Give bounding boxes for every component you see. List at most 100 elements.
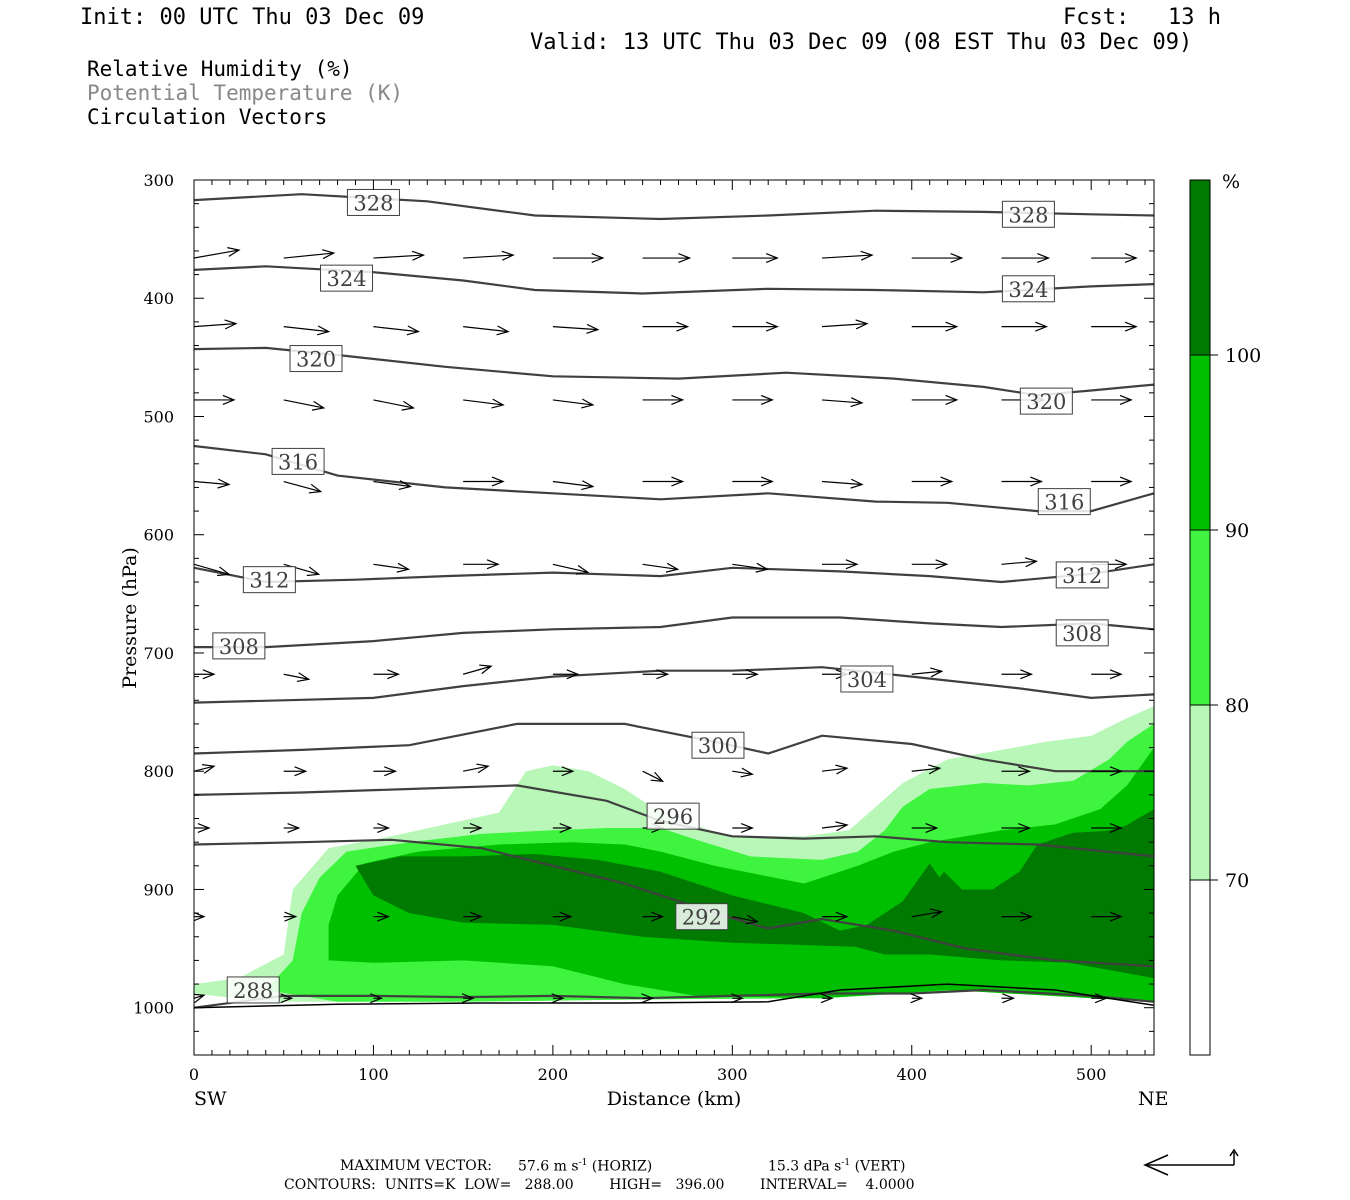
circulation-vector-8-0 [194,912,206,922]
circulation-vector-3-4 [552,480,595,491]
circulation-vector-9-6 [730,993,744,1004]
contour-label-292-0: 292 [682,906,722,930]
circulation-vector-5-8 [911,667,944,678]
contour-label-324-0: 324 [326,267,366,291]
circulation-vector-1-4 [552,323,600,334]
circulation-vector-1-5 [642,321,690,332]
circulation-vector-7-7 [821,821,849,832]
contour-label-320-0: 320 [296,348,336,372]
circulation-vector-7-3 [463,822,483,833]
x-tick-label-300: 300 [717,1065,748,1084]
field-title-theta: Potential Temperature (K) [87,81,404,105]
circulation-vector-4-1 [283,563,321,577]
contour-label-300-0: 300 [698,734,738,758]
x-tick-label-500: 500 [1076,1065,1107,1084]
plot-frame [193,179,1155,1056]
circulation-vector-4-8 [911,559,949,570]
contour-label-316-0: 316 [278,450,318,474]
circulation-vector-0-3 [463,250,515,261]
contour-label-312-1: 312 [1062,564,1102,588]
forecast-label: Fcst: [1063,5,1130,30]
contour-label-box-316-1 [1037,488,1091,516]
circulation-vector-5-5 [642,669,670,680]
circulation-vector-0-9 [1001,253,1051,264]
contour-label-328-1: 328 [1008,203,1048,227]
circulation-vector-6-8 [911,764,942,775]
circulation-vector-6-10 [1091,766,1123,777]
circulation-vector-8-3 [463,911,483,922]
circulation-vector-3-5 [642,476,685,487]
circulation-vector-9-2 [370,993,384,1004]
colorbar-segment-3 [1189,354,1211,531]
contour-label-box-328-1 [1001,200,1055,228]
circulation-vector-7-10 [1091,822,1123,833]
circulation-vector-6-4 [552,766,575,777]
circulation-vector-5-9 [1001,669,1034,680]
x-axis-label: Distance (km) [607,1088,742,1110]
colorbar-segment-2 [1189,529,1211,706]
circulation-vector-3-9 [1001,476,1044,487]
circulation-vector-7-0 [194,822,211,833]
circulation-vector-1-9 [1001,321,1049,332]
contour-label-296-0: 296 [653,805,693,829]
circulation-vector-3-3 [463,476,505,487]
circulation-vector-1-7 [821,319,869,330]
circulation-vector-8-1 [283,911,298,922]
circulation-vector-8-2 [373,911,391,922]
circulation-vector-3-6 [732,476,774,487]
circulation-vector-5-0 [194,669,216,680]
circulation-vector-6-9 [1001,766,1032,777]
circulation-vector-2-4 [552,398,595,409]
circulation-vector-0-5 [642,253,692,264]
circulation-vector-2-2 [373,399,416,411]
circulation-vector-9-8 [910,993,924,1004]
circulation-vector-4-6 [732,562,769,573]
y-tick-label-1000: 1000 [133,999,174,1018]
circulation-vector-6-2 [373,766,398,777]
circulation-vector-3-0 [194,478,231,489]
circulation-vector-0-4 [552,253,605,264]
circulation-vector-5-10 [1091,669,1123,680]
contour-label-box-316-0 [271,447,325,475]
x-right-label: NE [1138,1088,1169,1110]
circulation-vector-6-7 [821,764,849,775]
circulation-vector-3-7 [821,478,864,489]
contour-label-box-320-1 [1019,387,1073,415]
reference-vector-icon [1143,1148,1239,1176]
circulation-vector-2-6 [732,394,774,405]
y-tick-label-300: 300 [143,171,174,190]
circulation-vector-8-10 [1091,911,1123,922]
circulation-vector-0-2 [373,250,426,261]
circulation-vector-5-3 [462,664,493,675]
circulation-vector-0-6 [732,253,779,264]
circulation-vector-4-2 [373,562,411,573]
circulation-vector-7-9 [1001,822,1032,833]
theta-contour-288 [194,988,1154,1009]
x-left-label: SW [194,1088,227,1110]
theta-contour-308 [194,616,1154,649]
circulation-vector-2-7 [821,397,864,408]
circulation-vector-9-5 [641,993,655,1004]
circulation-vector-5-2 [373,669,401,680]
contour-label-324-1: 324 [1008,278,1048,302]
circulation-vector-9-7 [820,993,834,1004]
circulation-vector-1-8 [911,321,959,332]
colorbar-label-90: 90 [1225,520,1249,542]
contour-label-box-324-1 [1001,275,1055,303]
circulation-vector-8-5 [642,911,665,922]
colorbar-unit: % [1222,171,1240,193]
circulation-vector-2-1 [283,399,326,411]
contour-label-box-288-0 [226,976,280,1004]
contour-label-box-308-0 [212,632,266,660]
colorbar-segment-0 [1189,879,1211,1056]
contour-label-308-0: 308 [219,635,259,659]
circulation-vector-8-4 [552,911,573,922]
circulation-vector-3-10 [1091,476,1133,487]
surface-line [194,983,1154,1009]
colorbar-segment-4 [1189,179,1211,356]
circulation-vector-4-5 [642,562,680,573]
contour-label-328-0: 328 [353,191,393,215]
theta-contour-300 [194,722,1154,773]
circulation-vector-3-2 [373,480,413,491]
circulation-vector-6-1 [283,766,308,777]
